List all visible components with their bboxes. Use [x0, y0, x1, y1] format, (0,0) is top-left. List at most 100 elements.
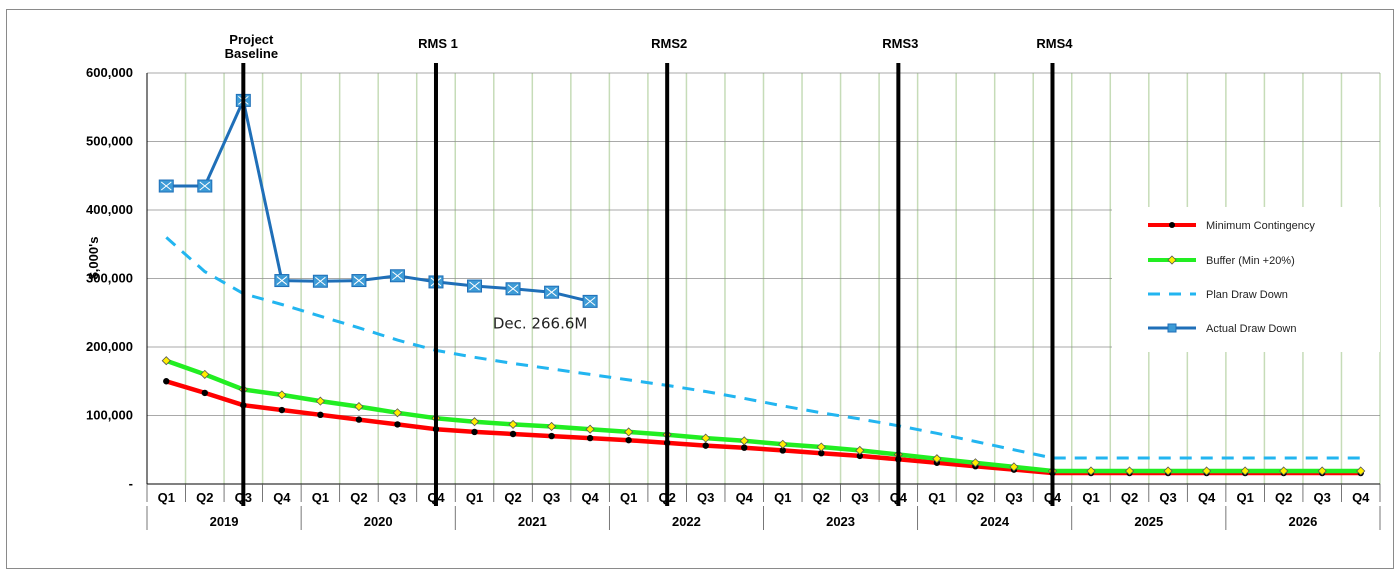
- data-point: [317, 411, 324, 419]
- data-point: [469, 417, 480, 427]
- data-point: [1086, 466, 1096, 476]
- series-line-buffer-min-20: [165, 358, 1361, 474]
- y-tick-label: -: [129, 476, 133, 491]
- x-quarter-label: Q1: [312, 490, 329, 505]
- milestone-label: RMS3: [882, 36, 918, 51]
- series-line-plan-draw-down: [165, 236, 1361, 460]
- x-quarter-label: Q3: [1314, 490, 1331, 505]
- x-quarter-label: Q4: [736, 490, 754, 505]
- legend-label: Minimum Contingency: [1206, 220, 1315, 232]
- x-quarter-label: Q2: [196, 490, 213, 505]
- x-year-label: 2024: [980, 514, 1010, 529]
- data-point: [1356, 466, 1366, 476]
- data-point: [625, 436, 632, 444]
- data-point: [582, 294, 598, 308]
- data-point: [586, 434, 594, 442]
- data-point: [161, 356, 171, 366]
- x-quarter-label: Q1: [620, 490, 637, 505]
- x-quarter-label: Q3: [697, 490, 714, 505]
- x-year-label: 2025: [1134, 514, 1163, 529]
- data-point-cross: [276, 276, 288, 285]
- legend-item: Plan Draw Down: [1148, 289, 1288, 301]
- data-point: [200, 369, 210, 379]
- x-quarter-label: Q3: [1159, 490, 1176, 505]
- data-point: [1009, 462, 1019, 472]
- x-quarter-label: Q1: [928, 490, 945, 505]
- y-axis-label: $,000's: [86, 237, 101, 280]
- x-year-label: 2022: [672, 514, 701, 529]
- data-point: [1279, 466, 1289, 476]
- data-point: [1163, 466, 1173, 476]
- data-point: [816, 442, 826, 452]
- data-point: [278, 406, 286, 414]
- x-quarter-label: Q4: [273, 490, 291, 505]
- data-point: [970, 458, 980, 468]
- milestone-label: RMS 1: [418, 36, 458, 51]
- data-point: [1240, 466, 1250, 476]
- data-point: [624, 427, 634, 437]
- data-point: [389, 269, 405, 283]
- data-point: [818, 449, 825, 457]
- x-quarter-label: Q3: [543, 490, 560, 505]
- y-tick-label: 500,000: [86, 134, 133, 149]
- data-point: [158, 179, 174, 193]
- data-point-cross: [584, 296, 596, 306]
- y-tick-label: 200,000: [86, 339, 133, 354]
- x-quarter-label: Q1: [774, 490, 791, 505]
- data-point-cross: [392, 271, 403, 281]
- legend-label: Plan Draw Down: [1206, 289, 1288, 301]
- data-point: [201, 389, 208, 397]
- data-point: [585, 424, 595, 434]
- x-quarter-label: Q2: [504, 490, 521, 505]
- data-point: [547, 421, 557, 432]
- x-quarter-label: Q1: [466, 490, 483, 505]
- x-quarter-label: Q1: [1236, 490, 1253, 505]
- data-point-cross: [315, 276, 326, 286]
- x-quarter-label: Q3: [1005, 490, 1022, 505]
- data-point: [392, 408, 403, 418]
- x-quarter-label: Q3: [389, 490, 406, 505]
- data-point: [394, 421, 401, 428]
- data-point: [1202, 466, 1212, 476]
- x-quarter-label: Q4: [1198, 490, 1216, 505]
- data-point: [277, 390, 287, 400]
- data-point: [739, 436, 749, 446]
- data-point: [274, 274, 290, 288]
- x-year-label: 2020: [364, 514, 393, 529]
- x-quarter-label: Q4: [581, 490, 599, 505]
- legend-label: Actual Draw Down: [1206, 323, 1296, 335]
- data-point: [505, 282, 521, 296]
- x-quarter-label: Q3: [851, 490, 868, 505]
- data-point: [1317, 466, 1327, 476]
- data-point: [544, 285, 560, 299]
- y-tick-label: 100,000: [86, 408, 133, 423]
- data-point: [856, 452, 864, 460]
- data-point: [355, 416, 363, 423]
- milestone-label: Baseline: [225, 46, 278, 61]
- chart-frame: [6, 9, 1394, 569]
- x-quarter-label: Q2: [1121, 490, 1138, 505]
- x-year-label: 2026: [1288, 514, 1317, 529]
- x-quarter-label: Q2: [1275, 490, 1292, 505]
- x-year-label: 2023: [826, 514, 855, 529]
- data-point: [855, 445, 865, 456]
- milestone-label: RMS2: [651, 36, 687, 51]
- x-quarter-label: Q2: [967, 490, 984, 505]
- data-point: [508, 419, 518, 429]
- milestone-label: Project: [229, 32, 274, 47]
- data-point: [778, 439, 788, 449]
- data-point: [702, 442, 709, 449]
- data-point-cross: [199, 181, 211, 191]
- y-tick-label: 400,000: [86, 202, 133, 217]
- x-quarter-label: Q1: [158, 490, 175, 505]
- data-point: [471, 428, 478, 436]
- legend-item: Buffer (Min +20%): [1148, 255, 1295, 267]
- data-point: [312, 274, 328, 288]
- legend-label: Buffer (Min +20%): [1206, 255, 1295, 267]
- legend-item: Minimum Contingency: [1148, 220, 1315, 232]
- data-point: [315, 396, 325, 406]
- legend-marker: [1167, 255, 1177, 265]
- x-quarter-label: Q2: [813, 490, 830, 505]
- milestone-label: RMS4: [1036, 36, 1073, 51]
